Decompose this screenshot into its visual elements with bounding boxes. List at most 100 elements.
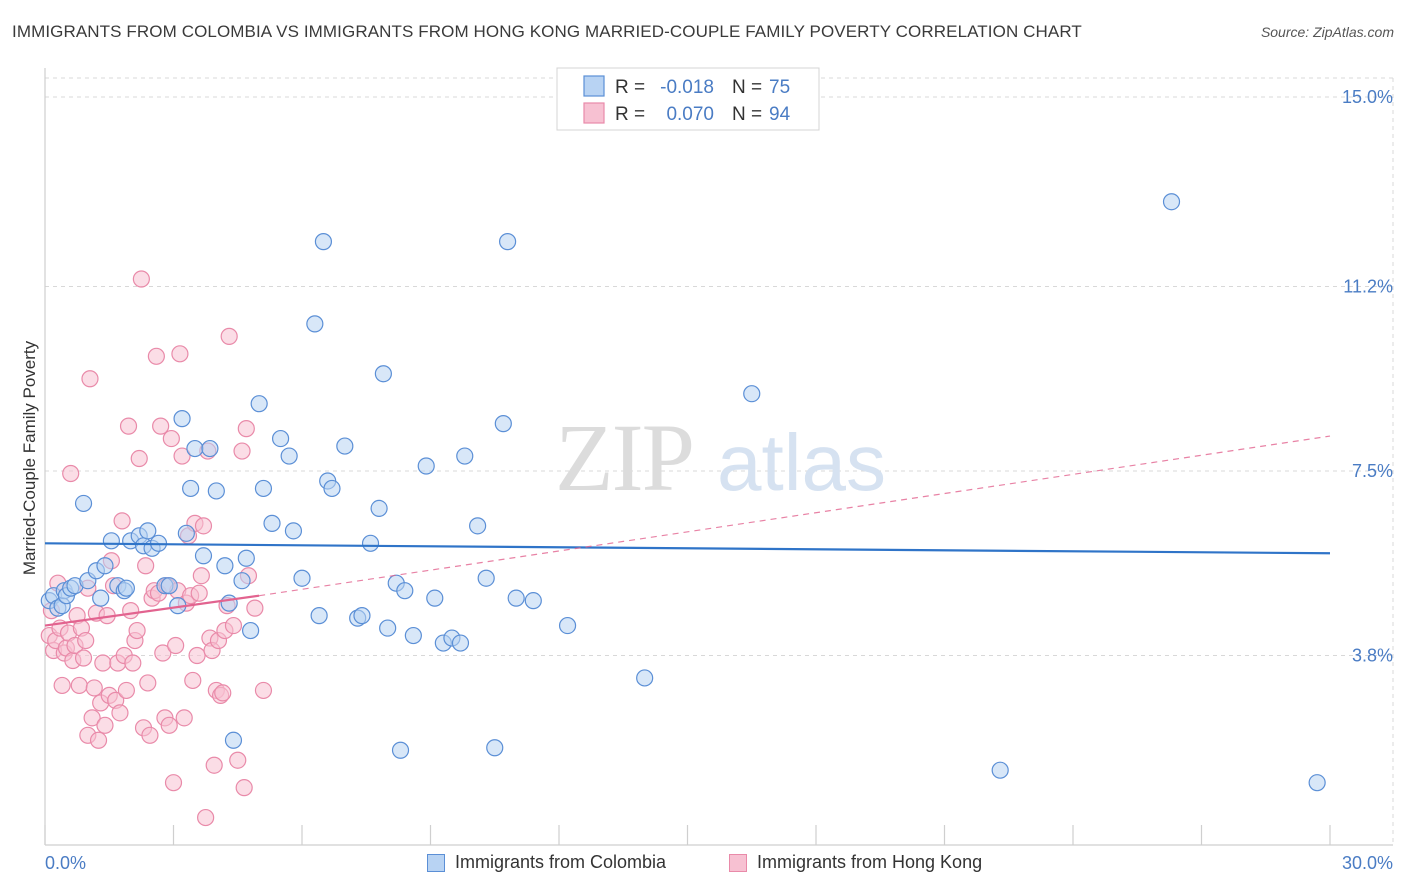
hong-kong-point	[77, 631, 95, 650]
chart-source: Source: ZipAtlas.com	[1260, 24, 1394, 40]
hong-kong-point	[83, 709, 101, 727]
colombia-point	[293, 569, 311, 587]
colombia-point	[92, 589, 110, 607]
hong-kong-point	[235, 779, 253, 797]
stats-n-label: N =	[732, 104, 762, 125]
hong-kong-point	[94, 654, 112, 672]
stats-swatch	[583, 75, 605, 97]
hong-kong-point	[124, 654, 142, 672]
colombia-point	[237, 549, 255, 567]
stats-legend: R = -0.018 N = 75 R = 0.070 N = 94	[556, 67, 820, 131]
colombia-point	[494, 415, 512, 433]
colombia-point	[417, 457, 435, 475]
hong-kong-point	[237, 420, 255, 438]
colombia-point	[353, 607, 371, 625]
colombia-point	[314, 233, 333, 251]
colombia-point	[451, 634, 470, 652]
colombia-point	[558, 616, 577, 635]
colombia-point	[117, 579, 135, 597]
y-tick-label: 3.8%	[1352, 646, 1393, 666]
colombia-point	[160, 577, 178, 595]
hong-kong-point	[194, 517, 213, 535]
stats-swatch	[583, 102, 605, 124]
hong-kong-point	[190, 584, 208, 602]
hong-kong-point	[111, 704, 129, 722]
y-tick-label: 15.0%	[1342, 87, 1393, 107]
colombia-point	[991, 761, 1009, 779]
hong-kong-point	[188, 646, 206, 665]
colombia-point	[507, 589, 525, 607]
watermark: ZIP atlas	[555, 404, 886, 511]
colombia-point	[306, 315, 324, 333]
stats-r-label: R =	[615, 104, 645, 125]
colombia-point	[271, 429, 290, 448]
hong-kong-point	[85, 679, 103, 697]
colombia-point	[186, 439, 204, 458]
hong-kong-point	[53, 676, 71, 695]
colombia-point	[224, 731, 243, 749]
stats-r-value: 0.070	[666, 104, 714, 125]
hong-kong-point	[147, 347, 165, 365]
stats-n-label: N =	[732, 77, 762, 98]
hong-kong-point	[119, 417, 138, 435]
hong-kong-point	[233, 442, 251, 460]
hong-kong-point	[175, 709, 193, 727]
colombia-point	[216, 557, 234, 575]
colombia-point	[361, 534, 380, 552]
hong-kong-point	[130, 449, 148, 468]
hong-kong-point	[117, 681, 135, 700]
hong-kong-point	[164, 774, 183, 792]
watermark-atlas: atlas	[717, 418, 886, 507]
hong-kong-trend-line	[44, 594, 260, 627]
hong-kong-point	[171, 345, 189, 363]
colombia-point	[336, 437, 354, 455]
hong-kong-trend-extension	[259, 435, 1331, 597]
hong-kong-point	[184, 671, 202, 690]
hong-kong-point	[128, 621, 146, 640]
hong-kong-point	[167, 636, 185, 655]
hong-kong-point	[197, 808, 215, 827]
colombia-point	[182, 479, 200, 498]
colombia-point	[469, 517, 487, 535]
hong-kong-point	[113, 512, 131, 530]
points-layer	[40, 193, 1326, 827]
colombia-point	[139, 522, 157, 540]
hong-kong-point	[139, 674, 157, 692]
x-tick-label: 0.0%	[45, 853, 86, 873]
y-tick-label: 7.5%	[1352, 461, 1393, 481]
colombia-point	[284, 522, 303, 540]
colombia-point	[201, 439, 219, 458]
hong-kong-point	[162, 429, 180, 448]
colombia-point	[370, 499, 388, 517]
stats-r-label: R =	[615, 77, 645, 98]
hong-kong-point	[192, 567, 210, 585]
legend-item-colombia: Immigrants from Colombia	[427, 852, 666, 873]
hong-kong-point	[132, 270, 150, 288]
colombia-point	[456, 447, 474, 465]
hong-kong-point	[141, 726, 159, 744]
stats-n-value: 94	[769, 104, 791, 125]
colombia-point	[102, 532, 120, 550]
x-tick-label: 30.0%	[1342, 853, 1393, 873]
hong-kong-point	[152, 417, 170, 435]
colombia-point	[310, 607, 328, 625]
watermark-zip: ZIP	[555, 404, 693, 511]
hong-kong-point	[205, 756, 223, 774]
colombia-point	[323, 479, 341, 498]
colombia-point	[426, 589, 444, 607]
y-axis-label: Married-Couple Family Poverty	[20, 340, 39, 575]
colombia-point	[280, 447, 298, 465]
hong-kong-point	[246, 599, 264, 617]
colombia-trend-line	[44, 542, 1331, 555]
axis-layer: 3.8% 7.5% 11.2% 15.0% 0.0% 30.0% Married-Coupl…	[20, 68, 1393, 873]
legend-item-hong-kong: Immigrants from Hong Kong	[729, 852, 982, 873]
colombia-point	[391, 741, 410, 759]
hong-kong-point	[214, 684, 232, 702]
colombia-point	[250, 395, 268, 413]
hong-kong-point	[224, 616, 243, 635]
colombia-point	[486, 739, 504, 757]
hong-kong-point	[154, 644, 172, 662]
colombia-point	[1162, 193, 1181, 211]
hong-kong-point	[229, 751, 247, 769]
